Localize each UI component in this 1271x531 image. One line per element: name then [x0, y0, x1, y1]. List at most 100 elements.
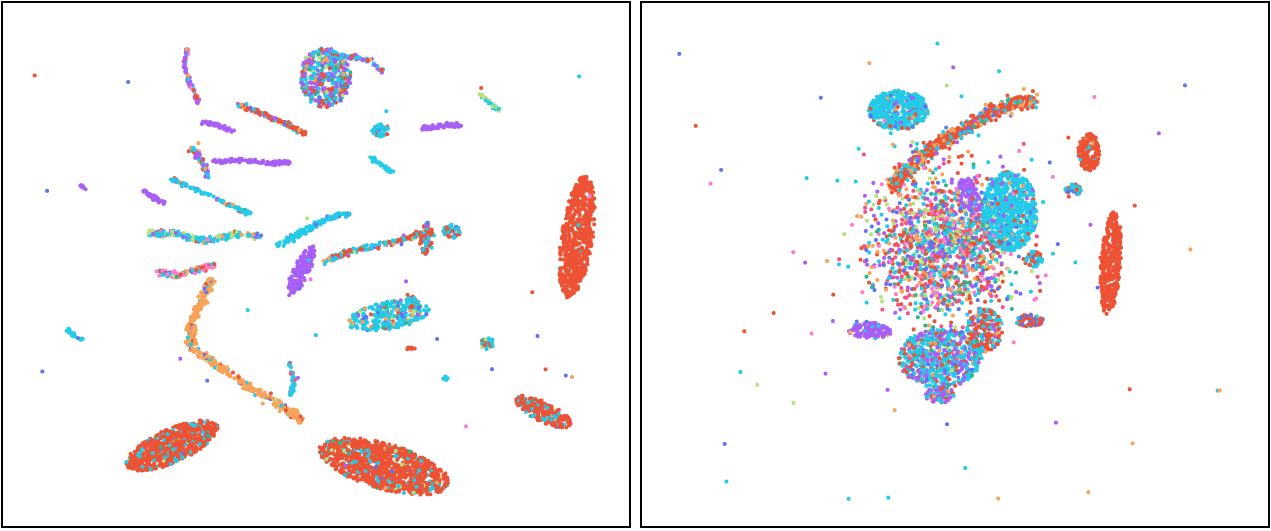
scatter-point: [204, 240, 209, 245]
scatter-point: [155, 445, 160, 450]
scatter-point: [425, 466, 430, 471]
scatter-point: [563, 261, 568, 266]
scatter-point: [191, 428, 196, 433]
scatter-point: [322, 74, 327, 79]
scatter-point: [383, 486, 388, 490]
scatter-point: [304, 85, 309, 90]
scatter-point: [293, 273, 298, 278]
scatter-point: [402, 237, 407, 242]
scatter-point: [587, 206, 592, 211]
point-cluster: [274, 211, 352, 249]
scatter-point: [553, 424, 558, 429]
scatter-point: [333, 467, 338, 472]
scatter-point: [380, 440, 385, 445]
scatter-point: [573, 249, 578, 254]
scatter-point: [355, 463, 360, 468]
scatter-point: [200, 299, 205, 304]
scatter-point: [397, 470, 402, 475]
scatter-point: [389, 454, 394, 459]
scatter-point: [418, 464, 423, 469]
scatter-point: [408, 454, 413, 459]
scatter-point: [337, 444, 342, 449]
scatter-point: [372, 472, 377, 477]
scatter-point: [573, 263, 578, 268]
scatter-point: [424, 312, 429, 317]
scatter-point: [127, 465, 132, 470]
scatter-point: [586, 198, 591, 202]
scatter-point: [562, 236, 567, 241]
scatter-point: [570, 242, 575, 247]
scatter-point: [412, 478, 417, 483]
scatter-point: [190, 326, 195, 331]
scatter-point: [177, 441, 182, 446]
scatter-point: [173, 443, 178, 448]
scatter-point: [206, 433, 211, 438]
scatter-point: [354, 323, 359, 328]
scatter-point: [576, 223, 581, 227]
scatter-point: [570, 192, 575, 197]
scatter-point: [432, 463, 437, 468]
scatter-point: [575, 208, 579, 213]
scatter-point: [195, 95, 200, 100]
scatter-point: [301, 252, 306, 257]
scatter-point: [539, 401, 544, 406]
scatter-point: [279, 403, 284, 408]
scatter-point: [323, 64, 328, 69]
scatter-point: [348, 70, 353, 75]
scatter-point: [522, 407, 527, 411]
scatter-point: [328, 442, 332, 447]
scatter-point: [315, 61, 320, 66]
scatter-point: [577, 275, 581, 280]
scatter-point: [136, 468, 141, 473]
scatter-point: [575, 241, 580, 246]
scatter-point: [438, 468, 443, 473]
scatter-point: [191, 447, 196, 452]
scatter-point: [331, 442, 336, 447]
scatter-point: [362, 244, 367, 249]
scatter-point: [324, 457, 329, 462]
scatter-point: [257, 111, 262, 116]
scatter-point: [341, 444, 345, 449]
scatter-point: [167, 437, 172, 442]
scatter-point: [308, 80, 313, 85]
scatter-point: [192, 350, 197, 355]
scatter-point: [417, 478, 422, 483]
scatter-point: [574, 253, 579, 258]
scatter-point: [380, 314, 385, 319]
scatter-point: [377, 319, 382, 324]
scatter-point: [420, 476, 425, 481]
scatter-point: [582, 254, 587, 259]
scatter-point: [562, 231, 567, 236]
scatter-point: [326, 72, 331, 77]
scatter-point: [347, 463, 352, 468]
scatter-point: [146, 231, 151, 236]
scatter-point: [394, 480, 399, 485]
scatter-point: [392, 314, 397, 318]
scatter-point: [413, 468, 418, 473]
scatter-point: [376, 306, 381, 311]
scatter-point: [321, 87, 326, 92]
scatter-point: [580, 232, 585, 237]
scatter-point: [302, 255, 306, 260]
scatter-point: [424, 127, 429, 132]
scatter-point: [360, 459, 365, 464]
scatter-point: [379, 458, 384, 463]
scatter-point: [577, 267, 582, 272]
scatter-point: [364, 247, 369, 252]
scatter-point: [440, 124, 445, 129]
scatter-point: [360, 462, 365, 467]
scatter-point: [143, 444, 148, 449]
scatter-point: [165, 232, 170, 237]
scatter-point: [343, 473, 348, 478]
scatter-point: [167, 447, 172, 452]
scatter-point: [196, 436, 201, 441]
scatter-point: [589, 209, 594, 214]
scatter-point: [589, 242, 594, 247]
scatter-point: [395, 457, 400, 462]
scatter-point: [345, 62, 350, 67]
scatter-point: [269, 118, 274, 123]
scatter-point: [338, 448, 343, 453]
scatter-point: [569, 206, 574, 211]
scatter-point: [331, 457, 336, 462]
scatter-point: [330, 77, 335, 82]
